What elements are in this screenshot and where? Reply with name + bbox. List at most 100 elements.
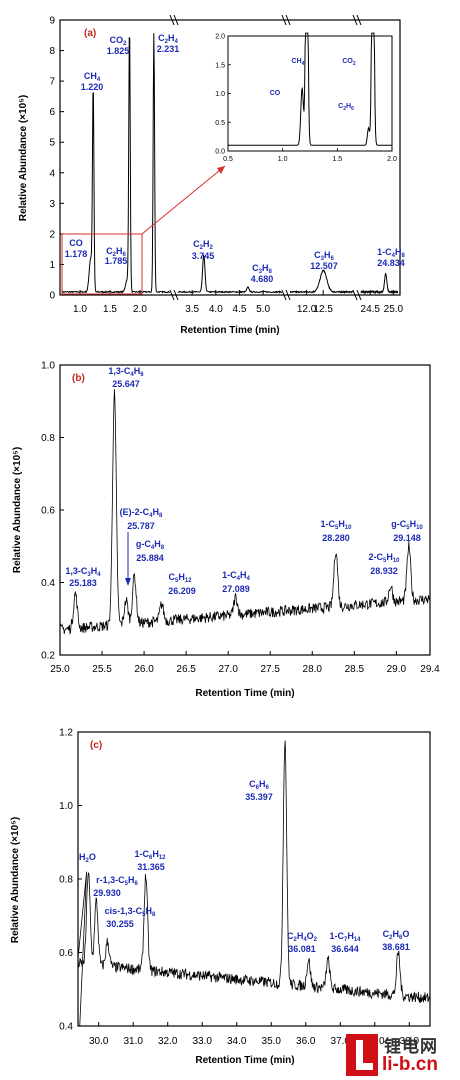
- peak-label-c2h6: C2H6: [106, 246, 126, 258]
- peak-label-1-c5h10: 1-C5H10: [320, 519, 352, 531]
- panel-a-x-tick-label: 4.5: [233, 304, 247, 315]
- peak-label-c6h6: C6H6: [249, 779, 269, 791]
- peak-label-c2h6o: C2H6O: [383, 929, 410, 941]
- panel-b-x-tick-label: 28.5: [345, 664, 365, 675]
- panel-c-x-tick-label: 34.0: [227, 1036, 247, 1047]
- peak-label-1-c4h4-rt: 27.089: [222, 584, 250, 594]
- panel-b-x-tick-label: 29.0: [387, 664, 407, 675]
- panel-a-x-tick-label: 25.0: [384, 304, 404, 315]
- logo-chinese-text: 锂电网: [384, 1037, 438, 1056]
- panel-b-peak-labels: 1,3-C3H4 25.183 1,3-C4H6 25.647 (E)-2-C4…: [65, 366, 423, 596]
- peak-label-1-c4h8-rt: 24.834: [377, 258, 405, 268]
- panel-b-y-tick-label: 0.4: [41, 578, 55, 589]
- panel-a-y-tick-label: 2: [49, 229, 55, 240]
- peak-label-c3h8-rt: 4.680: [251, 274, 274, 284]
- panel-a-x-tick-label: 1.5: [103, 304, 117, 315]
- peak-label-e-2-c4h8: (E)-2-C4H8: [120, 507, 163, 519]
- panel-b-tag: (b): [72, 373, 85, 384]
- peak-label-co2: CO2: [110, 35, 128, 47]
- peak-label-e-2-c4h8-rt: 25.787: [127, 521, 155, 531]
- peak-label-c5h12: C5H12: [168, 572, 192, 584]
- panel-a-x-tick-label: 12.0: [297, 304, 317, 315]
- peak-label-h2o: H2O: [79, 852, 96, 864]
- inset-x-tick-label: 1.0: [278, 156, 288, 163]
- panel-b-x-tick-label: 25.5: [92, 664, 112, 675]
- inset-y-tick-label: 2.0: [215, 34, 225, 41]
- peak-label-1-c4h8: 1-C4H8: [377, 247, 405, 259]
- peak-label-2-c5h10-rt: 28.932: [370, 566, 398, 576]
- peak-label-g-c4h8-rt: 25.884: [136, 553, 164, 563]
- panel-c-x-tick-label: 35.0: [262, 1036, 282, 1047]
- panel-a-y-tick-label: 0: [49, 291, 55, 302]
- peak-label-1-3-c3h4-rt: 25.183: [69, 578, 97, 588]
- panel-a-zoom-box: [61, 233, 143, 295]
- peak-label-c3h8: C3H8: [252, 263, 272, 275]
- panel-b-x-tick-label: 27.0: [218, 664, 238, 675]
- peak-label-c6h6-rt: 35.397: [245, 792, 273, 802]
- peak-label-1-c4h4: 1-C4H4: [222, 570, 250, 582]
- panel-a-x-tick-label: 24.5: [361, 304, 381, 315]
- peak-label-ch4-rt: 1.220: [81, 82, 104, 92]
- peak-label-c2h6o-rt: 38.681: [382, 942, 410, 952]
- peak-label-1-3-c4h6-rt: 25.647: [112, 379, 140, 389]
- panel-a-trace: [61, 33, 399, 295]
- panel-b-y-tick-label: 0.6: [41, 506, 55, 517]
- peak-label-g-c4h8: g-C4H8: [136, 539, 165, 551]
- panel-b-x-tick-label: 26.0: [134, 664, 154, 675]
- peak-label-cis-1-3-c5h8-rt: 30.255: [106, 919, 134, 929]
- peak-label-c2h4o2-rt: 36.081: [288, 944, 316, 954]
- panel-a-y-tick-label: 7: [49, 77, 55, 88]
- peak-label-co2-rt: 1.825: [107, 46, 130, 56]
- peak-label-co-rt: 1.178: [65, 249, 88, 259]
- panel-b-x-tick-label: 28.0: [303, 664, 323, 675]
- peak-label-c2h4: C2H4: [158, 33, 178, 45]
- panel-a-x-tick-label: 12.5: [313, 304, 333, 315]
- panel-a-ticks: 0 1 2 3 4 5 6 7 8 9 1.0 1.5 2.0 3.5 4.0 4.5 5.0 12.012.5 2…: [49, 16, 403, 316]
- logo-url: li-b.cn: [382, 1054, 438, 1075]
- panel-c-y-tick-label: 0.4: [59, 1022, 73, 1033]
- panel-b: 0.2 0.4 0.6 0.8 1.0 25.0 25.5 26.0 26.5 27.0 27.5 2…: [12, 361, 440, 700]
- panel-b-ticks: 0.2 0.4 0.6 0.8 1.0 25.0 25.5 26.0 26.5 27.0 27.5 2…: [41, 361, 440, 676]
- panel-a-y-tick-label: 8: [49, 46, 55, 57]
- inset-label-c2h6: C2H6: [338, 103, 354, 112]
- panel-b-trace: [59, 389, 431, 635]
- peak-label-g-c5h10-rt: 29.148: [393, 533, 421, 543]
- inset-x-tick-label: 1.5: [332, 156, 342, 163]
- panel-c-trace: [77, 740, 431, 1027]
- panel-a-peak-labels: CO 1.178 CH4 1.220 C2H6 1.785 CO2 1.825 …: [65, 33, 406, 284]
- panel-c-ticks: 0.4 0.6 0.8 1.0 1.2 30.0 31.0 32.0 33.0 34.0 35.0 3…: [59, 728, 419, 1048]
- panel-a-tag: (a): [84, 28, 96, 39]
- panel-c-x-tick-label: 36.0: [296, 1036, 316, 1047]
- inset-trace: [228, 32, 392, 146]
- panel-c-y-axis-label: Relative Abundance (×10⁵): [10, 817, 21, 943]
- panel-c-x-tick-label: 39.0: [400, 1036, 420, 1047]
- panel-c-y-tick-label: 0.8: [59, 875, 73, 886]
- panel-a-y-tick-label: 5: [49, 138, 55, 149]
- peak-label-g-c5h10: g-C5H10: [391, 519, 423, 531]
- panel-c-x-tick-label: 30.0: [89, 1036, 109, 1047]
- watermark-logo: 锂电网 li-b.cn: [346, 1032, 460, 1080]
- panel-b-x-tick-label: 25.0: [50, 664, 70, 675]
- panel-a: 0 1 2 3 4 5 6 7 8 9 1.0 1.5 2.0 3.5 4.0 4.5 5.0 12.012.5 2…: [18, 14, 406, 336]
- panel-b-pointer-arrowhead: [125, 578, 131, 586]
- panel-a-plot-area: [59, 19, 401, 296]
- panel-c-y-tick-label: 1.2: [59, 728, 73, 739]
- panel-c-x-tick-label: 37.0: [331, 1036, 351, 1047]
- peak-label-co: CO: [69, 238, 83, 248]
- peak-label-c2h2-rt: 3.745: [192, 251, 215, 261]
- panel-a-zoom-arrowhead: [217, 166, 225, 174]
- inset-y-tick-label: 0.0: [215, 149, 225, 156]
- panel-a-x-tick-label: 4.0: [209, 304, 223, 315]
- inset-frame: [227, 35, 393, 152]
- panel-c-tag: (c): [90, 740, 102, 751]
- panel-b-x-tick-label: 27.5: [260, 664, 280, 675]
- inset-ticks: 0.00.51.01.52.00.5 1.0 1.5 2.0: [215, 34, 397, 164]
- panel-a-x-axis-label: Retention Time (min): [180, 325, 279, 336]
- panel-b-x-axis-label: Retention Time (min): [195, 688, 294, 699]
- panel-a-y-tick-label: 1: [49, 260, 55, 271]
- peak-label-1-c7h14-rt: 36.644: [331, 944, 359, 954]
- inset-y-tick-label: 1.5: [215, 62, 225, 69]
- panel-b-frame: [59, 364, 431, 656]
- peak-label-cis-1-3-c5h8: cis-1,3-C5H8: [105, 906, 156, 918]
- inset-x-tick-label: 2.0: [387, 156, 397, 163]
